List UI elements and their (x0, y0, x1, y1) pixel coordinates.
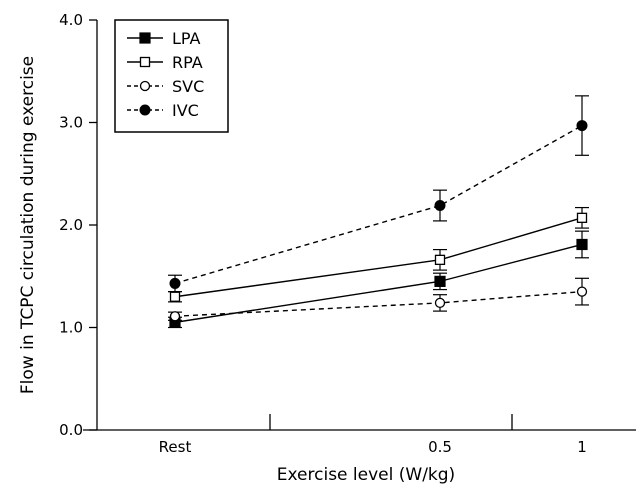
legend-item-lpa: LPA (127, 29, 201, 48)
series-svc (168, 277, 589, 322)
x-tick-label: 1 (577, 438, 587, 456)
y-axis-title: Flow in TCPC circulation during exercise (18, 56, 38, 394)
legend: LPA RPA SVC IVC (114, 19, 229, 133)
legend-label: LPA (172, 29, 201, 48)
series-line (174, 243, 583, 324)
y-tick-label: 3.0 (59, 114, 83, 132)
y-tick-label: 1.0 (59, 319, 83, 337)
data-point (139, 56, 151, 68)
legend-label: SVC (172, 77, 204, 96)
data-point (139, 32, 151, 44)
legend-item-ivc: IVC (127, 101, 199, 120)
x-axis-title: Exercise level (W/kg) (277, 465, 455, 485)
data-point (434, 275, 446, 287)
data-point (169, 311, 181, 322)
legend-item-rpa: RPA (127, 53, 203, 72)
data-point (576, 286, 588, 297)
data-point (434, 200, 446, 212)
data-point (169, 291, 181, 302)
y-tick-label: 2.0 (59, 216, 83, 234)
series-ivc (168, 95, 589, 293)
data-point (576, 238, 588, 251)
data-point (576, 120, 588, 132)
legend-items: LPA RPA SVC IVC (127, 29, 204, 120)
series-layer (168, 95, 589, 329)
x-ticks: Rest 0.5 1 (159, 414, 587, 456)
legend-item-svc: SVC (127, 77, 204, 96)
data-point (139, 104, 151, 116)
series-rpa (168, 206, 589, 303)
data-point (434, 297, 446, 309)
data-point (434, 254, 446, 266)
x-tick-label: 0.5 (428, 438, 452, 456)
series-line (174, 124, 583, 285)
legend-label: IVC (172, 101, 199, 120)
series-line (174, 217, 583, 298)
y-tick-label: 4.0 (59, 11, 83, 29)
data-point (139, 80, 151, 92)
data-point (169, 277, 181, 289)
data-point (576, 212, 588, 223)
y-tick-label: 0.0 (59, 421, 83, 439)
legend-label: RPA (172, 53, 203, 72)
y-ticks: 0.0 1.0 2.0 3.0 4.0 (59, 11, 97, 439)
x-tick-label: Rest (159, 438, 192, 456)
